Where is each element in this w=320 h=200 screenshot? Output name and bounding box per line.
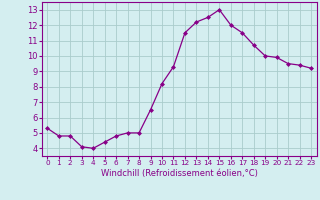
X-axis label: Windchill (Refroidissement éolien,°C): Windchill (Refroidissement éolien,°C) <box>101 169 258 178</box>
